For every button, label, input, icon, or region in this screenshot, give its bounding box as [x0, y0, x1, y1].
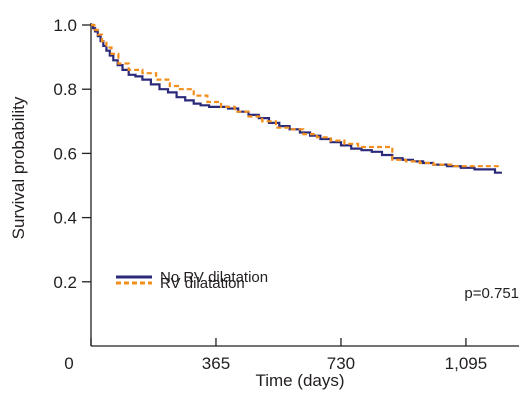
legend-label-rv-dilatation: RV dilatation: [160, 275, 245, 292]
series-line-no-rv-dilatation: [91, 23, 502, 174]
y-axis-title: Survival probability: [9, 96, 28, 239]
axes: 0 365 730 1,095 0.2 0.4 0.6 0.8 1.0: [53, 16, 519, 373]
series-line-rv-dilatation: [91, 23, 502, 168]
x-tick-label: 0: [64, 354, 73, 373]
x-tick-label: 1,095: [445, 354, 488, 373]
legend-label-no-rv-dilatation: No RV dilatation: [160, 269, 268, 286]
x-tick-label: 365: [202, 354, 230, 373]
y-tick-label: 0.8: [53, 80, 77, 99]
plot-area: [91, 23, 502, 174]
x-axis-title: Time (days): [255, 371, 344, 390]
y-tick-label: 0.4: [53, 209, 77, 228]
legend: No RV dilatation RV dilatation: [116, 269, 268, 292]
y-tick-label: 0.6: [53, 144, 77, 163]
y-tick-label: 1.0: [53, 16, 77, 35]
p-value-annotation: p=0.751: [464, 285, 519, 302]
y-tick-label: 0.2: [53, 273, 77, 292]
x-tick-label: 730: [327, 354, 355, 373]
